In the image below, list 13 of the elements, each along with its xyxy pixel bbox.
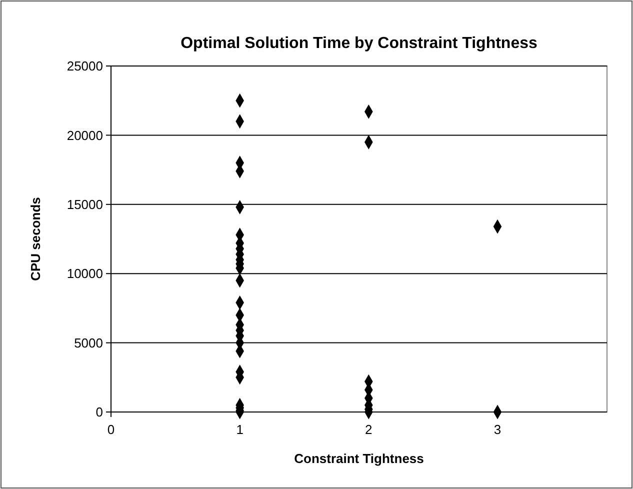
y-axis-title: CPU seconds	[28, 197, 43, 281]
chart-title: Optimal Solution Time by Constraint Tightness	[180, 35, 538, 52]
x-tick-label: 2	[365, 422, 372, 437]
x-tick-label: 3	[494, 422, 502, 437]
y-tick-label: 20000	[66, 128, 103, 143]
x-axis-title: Constraint Tightness	[294, 451, 424, 466]
y-tick-label: 15000	[66, 196, 103, 212]
x-tick-label: 0	[107, 422, 115, 437]
x-tick-label: 1	[236, 422, 244, 437]
y-tick-label: 0	[96, 404, 103, 420]
y-tick-label: 10000	[66, 266, 103, 282]
y-tick-label: 25000	[66, 58, 103, 74]
y-tick-label: 5000	[74, 335, 103, 350]
